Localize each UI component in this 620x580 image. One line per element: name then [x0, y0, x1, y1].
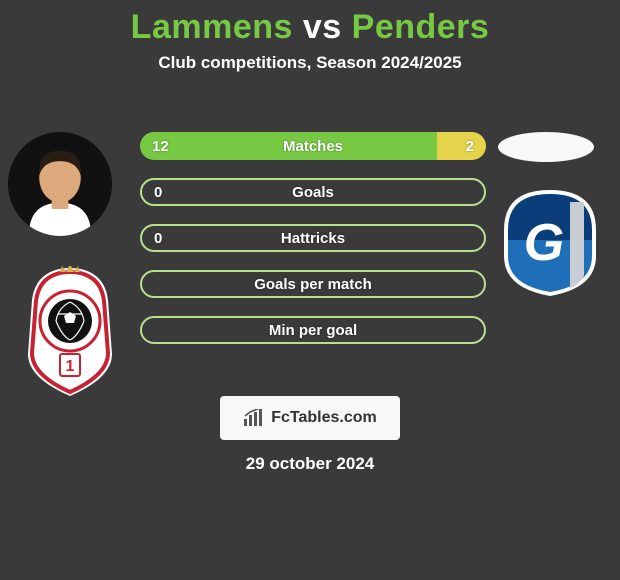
stat-bar-left-value: 12 [152, 138, 169, 155]
stat-bar: 0Hattricks [140, 224, 486, 252]
crest-right-letter: G [524, 214, 564, 272]
stat-bar: Goals per match [140, 270, 486, 298]
player1-neck [52, 196, 69, 208]
stat-bar-left-seg [140, 132, 437, 160]
comparison-bars: 122Matches0Goals0HattricksGoals per matc… [140, 132, 486, 362]
fctables-label: FcTables.com [271, 409, 377, 427]
stat-bar: 0Goals [140, 178, 486, 206]
stat-bar-label: Goals per match [142, 276, 484, 293]
stat-bar-label: Goals [142, 184, 484, 201]
fctables-badge: FcTables.com [220, 396, 400, 440]
player2-photo [498, 132, 594, 162]
stat-bar-left-value: 0 [154, 184, 162, 201]
title-player2: Penders [352, 8, 490, 46]
title-vs: vs [303, 8, 342, 46]
page-title: Lammens vs Penders [0, 8, 620, 47]
stat-bar-label: Hattricks [142, 230, 484, 247]
club2-crest: G [498, 186, 602, 298]
chart-icon [243, 409, 265, 427]
stat-bar: Min per goal [140, 316, 486, 344]
stat-bar-label: Min per goal [142, 322, 484, 339]
subtitle: Club competitions, Season 2024/2025 [0, 53, 620, 73]
crest-left-number: 1 [66, 358, 75, 375]
club1-crest: 1 [20, 266, 120, 398]
title-player1: Lammens [131, 8, 293, 46]
stat-bar-right-value: 2 [466, 138, 474, 155]
date: 29 october 2024 [0, 454, 620, 474]
stat-bar: 122Matches [140, 132, 486, 160]
player1-photo [8, 132, 112, 236]
stat-bar-left-value: 0 [154, 230, 162, 247]
stat-bar-right-seg [437, 132, 486, 160]
